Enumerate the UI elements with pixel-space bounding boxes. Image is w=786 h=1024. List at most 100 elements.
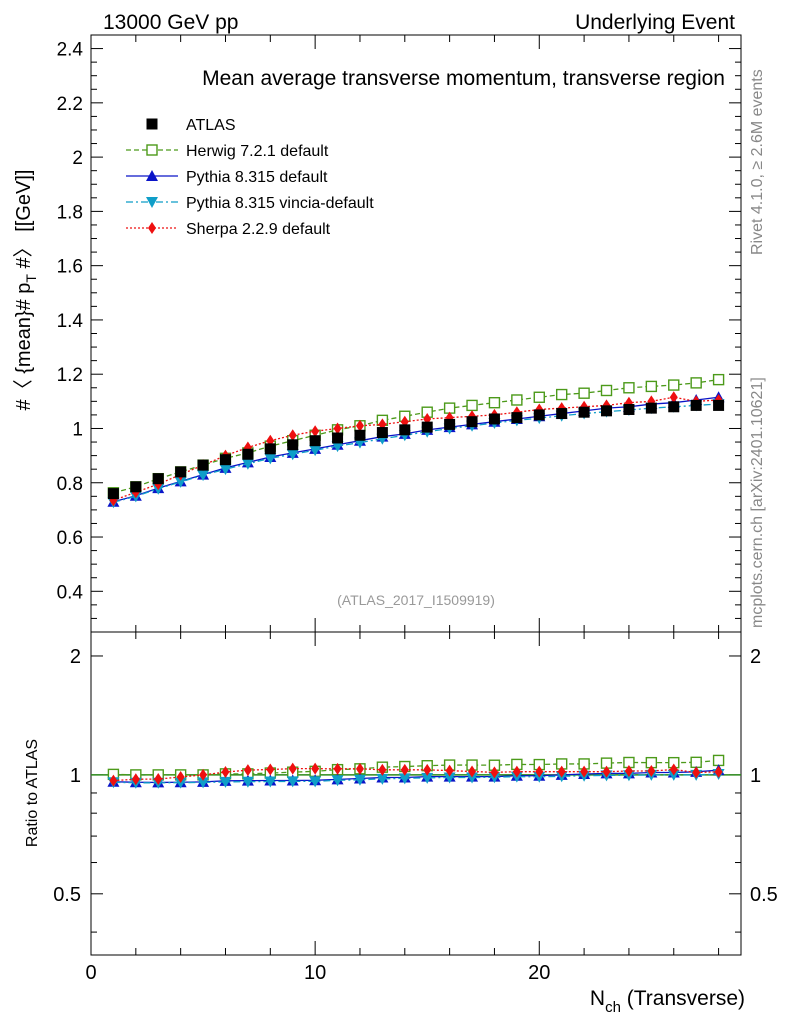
data-point-atlas bbox=[242, 448, 254, 460]
data-point-pythia-8-315-vincia-default bbox=[309, 445, 322, 457]
ratio-point-sherpa-2-2-9-default bbox=[131, 773, 140, 786]
ratio-point-sherpa-2-2-9-default bbox=[423, 763, 432, 776]
data-point-pythia-8-315-vincia-default bbox=[241, 458, 254, 470]
ratio-point-pythia-8-315-vincia-default bbox=[398, 773, 411, 785]
ratio-point-pythia-8-315-vincia-default bbox=[264, 776, 277, 788]
data-point-herwig-7-2-1-default bbox=[623, 382, 635, 394]
data-point-atlas bbox=[287, 439, 299, 451]
ratio-y-tick-label-right: 2 bbox=[750, 646, 761, 668]
ratio-line-pythia-8-315-vincia-default bbox=[113, 773, 719, 784]
ratio-point-sherpa-2-2-9-default bbox=[557, 765, 566, 778]
y-tick-label: 1 bbox=[72, 419, 83, 440]
data-point-herwig-7-2-1-default bbox=[533, 391, 545, 403]
data-point-herwig-7-2-1-default bbox=[578, 387, 590, 399]
legend-label-atlas: ATLAS bbox=[186, 117, 236, 134]
data-point-atlas bbox=[578, 406, 590, 418]
ratio-point-sherpa-2-2-9-default bbox=[400, 763, 409, 776]
data-point-herwig-7-2-1-default bbox=[600, 384, 613, 397]
ratio-point-sherpa-2-2-9-default bbox=[602, 765, 611, 778]
data-point-atlas bbox=[354, 429, 366, 441]
ratio-point-pythia-8-315-vincia-default bbox=[197, 777, 210, 789]
y-tick-label: 1.4 bbox=[57, 311, 84, 332]
ratio-y-tick-label-right: 0.5 bbox=[750, 884, 778, 906]
y-tick-label: 2.4 bbox=[57, 40, 84, 61]
data-point-herwig-7-2-1-default bbox=[668, 379, 680, 391]
series-line-pythia-8-315-default bbox=[113, 396, 719, 503]
legend-label-herwig-7-2-1-default: Herwig 7.2.1 default bbox=[186, 143, 329, 160]
ratio-point-sherpa-2-2-9-default bbox=[199, 768, 208, 781]
data-point-pythia-8-315-vincia-default bbox=[197, 470, 210, 482]
ratio-point-herwig-7-2-1-default bbox=[690, 756, 702, 769]
ratio-point-pythia-8-315-vincia-default bbox=[421, 772, 434, 784]
x-tick-label: 0 bbox=[85, 962, 96, 984]
series-line-herwig-7-2-1-default bbox=[113, 378, 719, 494]
data-point-atlas bbox=[511, 412, 523, 424]
ratio-point-sherpa-2-2-9-default bbox=[221, 766, 230, 779]
y-axis-label: #〈 {mean}# pT #〉 [[GeV]] bbox=[13, 170, 39, 411]
ratio-point-pythia-8-315-vincia-default bbox=[466, 772, 479, 784]
data-point-atlas bbox=[175, 466, 187, 478]
data-point-pythia-8-315-vincia-default bbox=[219, 464, 232, 476]
data-point-atlas bbox=[130, 481, 142, 493]
data-point-atlas bbox=[309, 435, 321, 447]
ratio-point-sherpa-2-2-9-default bbox=[333, 762, 342, 775]
y-tick-label: 0.4 bbox=[57, 582, 84, 603]
ratio-point-sherpa-2-2-9-default bbox=[176, 770, 185, 783]
data-point-pythia-8-315-vincia-default bbox=[331, 441, 344, 453]
ratio-point-pythia-8-315-vincia-default bbox=[376, 773, 389, 785]
legend-marker-pythia-8-315-vincia-default bbox=[146, 197, 158, 208]
ratio-point-sherpa-2-2-9-default bbox=[468, 765, 477, 778]
ratio-point-sherpa-2-2-9-default bbox=[490, 766, 499, 779]
ratio-y-tick-label: 1 bbox=[70, 765, 81, 787]
ratio-y-tick-label-right: 1 bbox=[750, 765, 761, 787]
data-point-atlas bbox=[421, 421, 433, 433]
legend-label-sherpa-2-2-9-default: Sherpa 2.2.9 default bbox=[186, 221, 331, 238]
series-line-pythia-8-315-vincia-default bbox=[113, 403, 719, 503]
data-point-atlas bbox=[332, 432, 344, 444]
data-point-atlas bbox=[690, 399, 702, 411]
ratio-point-pythia-8-315-vincia-default bbox=[443, 772, 456, 784]
legend-marker-sherpa-2-2-9-default bbox=[148, 222, 156, 234]
legend-label-pythia-8-315-vincia-default: Pythia 8.315 vincia-default bbox=[186, 195, 374, 212]
data-point-sherpa-2-2-9-default bbox=[311, 425, 320, 438]
data-point-atlas bbox=[264, 443, 276, 455]
legend: ATLAS Herwig 7.2.1 default Pythia 8.315 de… bbox=[126, 117, 374, 238]
ratio-point-sherpa-2-2-9-default bbox=[580, 765, 589, 778]
ratio-point-sherpa-2-2-9-default bbox=[512, 765, 521, 778]
ratio-point-sherpa-2-2-9-default bbox=[714, 765, 723, 778]
ratio-line-pythia-8-315-default bbox=[113, 769, 719, 784]
ratio-line-sherpa-2-2-9-default bbox=[113, 768, 719, 782]
data-point-atlas bbox=[444, 418, 456, 430]
data-point-herwig-7-2-1-default bbox=[466, 399, 478, 412]
data-point-herwig-7-2-1-default bbox=[488, 396, 501, 409]
ratio-point-pythia-8-315-vincia-default bbox=[331, 775, 344, 787]
y-tick-label: 1.2 bbox=[57, 365, 83, 386]
data-point-herwig-7-2-1-default bbox=[555, 388, 568, 401]
ratio-y-axis-label: Ratio to ATLAS bbox=[24, 739, 41, 847]
data-point-atlas bbox=[466, 416, 478, 428]
data-point-atlas bbox=[399, 424, 411, 436]
data-point-sherpa-2-2-9-default bbox=[355, 419, 364, 432]
x-tick-label: 10 bbox=[304, 962, 326, 984]
y-tick-label: 2 bbox=[72, 148, 83, 169]
data-point-sherpa-2-2-9-default bbox=[669, 391, 678, 404]
data-point-pythia-8-315-vincia-default bbox=[174, 476, 187, 488]
data-point-atlas bbox=[713, 399, 725, 411]
y-tick-label: 0.6 bbox=[57, 528, 83, 549]
data-point-atlas bbox=[601, 405, 613, 417]
ratio-point-sherpa-2-2-9-default bbox=[154, 773, 163, 786]
ratio-point-sherpa-2-2-9-default bbox=[445, 764, 454, 777]
y-tick-label: 2.2 bbox=[57, 94, 83, 115]
ratio-plot-frame bbox=[90, 631, 742, 956]
ratio-series-group bbox=[107, 754, 725, 789]
legend-marker-pythia-8-315-default bbox=[146, 170, 158, 181]
data-point-atlas bbox=[107, 488, 119, 500]
data-point-sherpa-2-2-9-default bbox=[288, 429, 297, 442]
y-tick-label: 1.8 bbox=[57, 202, 83, 223]
data-point-atlas bbox=[376, 427, 388, 439]
header-right: Underlying Event bbox=[575, 11, 735, 34]
ratio-y-tick-label: 2 bbox=[70, 646, 81, 668]
data-point-atlas bbox=[645, 402, 657, 414]
ratio-point-pythia-8-315-vincia-default bbox=[241, 776, 254, 788]
chart-title: Mean average transverse momentum, transv… bbox=[202, 67, 725, 90]
